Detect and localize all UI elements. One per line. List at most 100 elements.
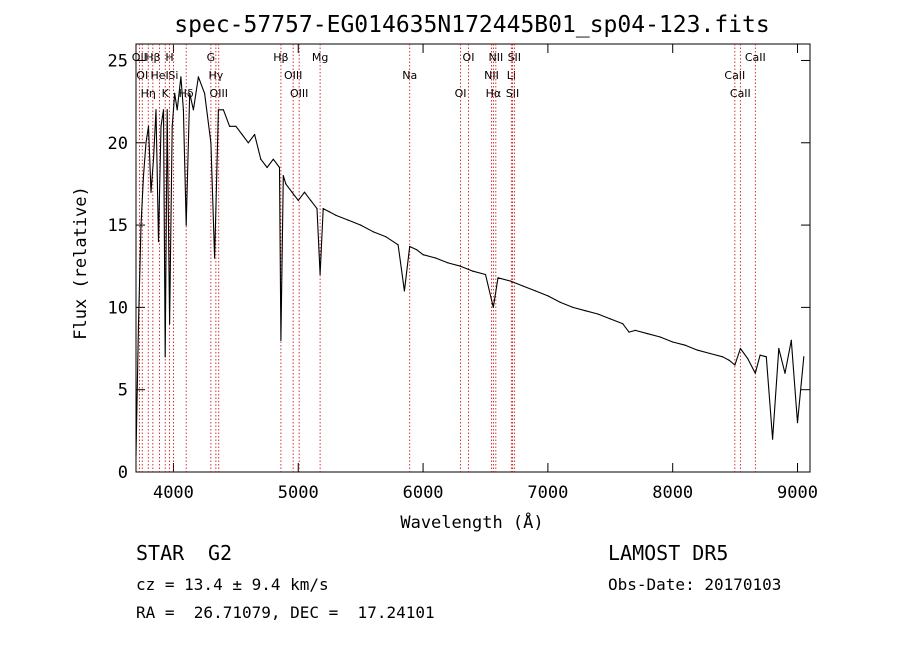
- spectrum-point: [214, 257, 216, 259]
- line-label: Li: [507, 69, 516, 82]
- spectrum-point: [260, 158, 262, 160]
- line-label: CaII: [745, 51, 766, 64]
- spectrum-point: [634, 329, 636, 331]
- spectrum-point: [135, 454, 137, 457]
- spectrum-point: [164, 356, 166, 358]
- spectrum-point: [145, 142, 147, 144]
- spectrum-point: [222, 109, 224, 111]
- spectrum-point: [509, 280, 511, 282]
- spectrum-point: [697, 349, 699, 351]
- spectrum-point: [547, 295, 549, 297]
- spectrum-point: [176, 109, 178, 111]
- spectrum-point: [597, 313, 599, 315]
- spectrum-point: [734, 364, 736, 366]
- spectrum-point: [189, 92, 191, 94]
- spectrum-point: [316, 208, 318, 210]
- y-tick-label: 20: [108, 134, 128, 154]
- spectrum-point: [166, 109, 168, 111]
- spectrum-point: [622, 323, 624, 325]
- line-label: OII: [132, 51, 147, 64]
- spectrum-point: [197, 76, 199, 78]
- line-label: Hδ: [179, 87, 194, 100]
- spectrum-point: [803, 356, 805, 358]
- x-tick-label: 7000: [527, 483, 568, 503]
- spectrum-point: [559, 301, 562, 303]
- y-axis: 0 5 10 15 20 25: [108, 51, 810, 483]
- line-label: Si: [168, 69, 178, 82]
- spectrum-point: [659, 336, 661, 338]
- spectrum-point: [534, 290, 537, 292]
- y-tick-label: 15: [108, 216, 128, 236]
- spectrum-point: [171, 125, 173, 127]
- spectrum-point: [772, 438, 774, 440]
- spectrum-point: [765, 356, 767, 358]
- spectrum-point: [472, 270, 474, 272]
- spectrum-point: [247, 142, 249, 144]
- spectrum-point: [297, 199, 299, 201]
- spectrum-point: [759, 354, 761, 356]
- spectrum-point: [385, 236, 387, 238]
- spectrum-point: [319, 273, 321, 276]
- spectrum-point: [584, 310, 586, 312]
- spectrum-point: [684, 344, 686, 346]
- line-label: SII: [506, 87, 519, 100]
- line-label: Mg: [312, 51, 328, 64]
- coordinates-text: RA = 26.71079, DEC = 17.24101: [136, 603, 435, 622]
- spectrum-point: [609, 318, 611, 320]
- x-tick-label: 5000: [278, 483, 319, 503]
- plot-frame: [135, 43, 811, 473]
- line-label: NII: [488, 51, 503, 64]
- spectrum-point: [160, 125, 162, 127]
- x-tick-label: 8000: [652, 483, 693, 503]
- spectrum-point: [254, 133, 256, 136]
- line-label: NII: [484, 69, 499, 82]
- spectrum-point: [784, 372, 786, 374]
- line-label: Hβ: [145, 51, 160, 64]
- y-tick-label: 10: [108, 298, 128, 318]
- spectrum-point: [372, 231, 374, 233]
- spectrum-point: [778, 347, 780, 350]
- spectrum-point: [180, 76, 182, 78]
- spectrum-point: [790, 339, 792, 341]
- spectrum-point: [282, 175, 284, 177]
- spectrum-point: [328, 211, 331, 213]
- line-label: OI: [455, 87, 467, 100]
- line-label: OI: [463, 51, 475, 64]
- spectrum-point: [291, 191, 293, 193]
- spectrum-point: [235, 125, 237, 127]
- spectrum-point: [492, 306, 494, 308]
- x-tick-label: 4000: [153, 483, 194, 503]
- spectrum-point: [416, 249, 418, 251]
- spectrum-point: [272, 158, 274, 160]
- spectrum-point: [280, 339, 282, 341]
- spectrum-point: [335, 214, 337, 216]
- spectrum-point: [210, 142, 212, 144]
- spectrum-point: [310, 199, 312, 201]
- spectrum-point: [672, 341, 674, 343]
- line-label: OIII: [284, 69, 302, 82]
- line-label: Hγ: [208, 69, 223, 82]
- x-axis: 4000 5000 6000 7000 8000 9000: [153, 44, 818, 503]
- spectrum-point: [754, 372, 756, 374]
- spectrum-point: [722, 356, 724, 358]
- line-label: CaII: [730, 87, 751, 100]
- spectrum-point: [285, 183, 287, 185]
- spectrum-point: [322, 208, 324, 210]
- spectrum-point: [217, 109, 219, 111]
- line-label: H: [165, 51, 173, 64]
- spectrum-point: [447, 262, 449, 264]
- spectrum-point: [497, 277, 499, 279]
- spectrum-point: [155, 109, 157, 111]
- spectrum-point: [152, 158, 155, 160]
- spectrum-point: [241, 133, 243, 136]
- spectrum-point: [484, 273, 487, 276]
- line-label: SII: [508, 51, 521, 64]
- object-class: STAR: [136, 541, 185, 565]
- spectrum-point: [397, 244, 399, 246]
- spectrum-point: [137, 323, 140, 325]
- line-label: CaII: [724, 69, 745, 82]
- line-label: Hβ: [273, 51, 288, 64]
- x-tick-label: 6000: [403, 483, 444, 503]
- spectrum-point: [169, 323, 171, 325]
